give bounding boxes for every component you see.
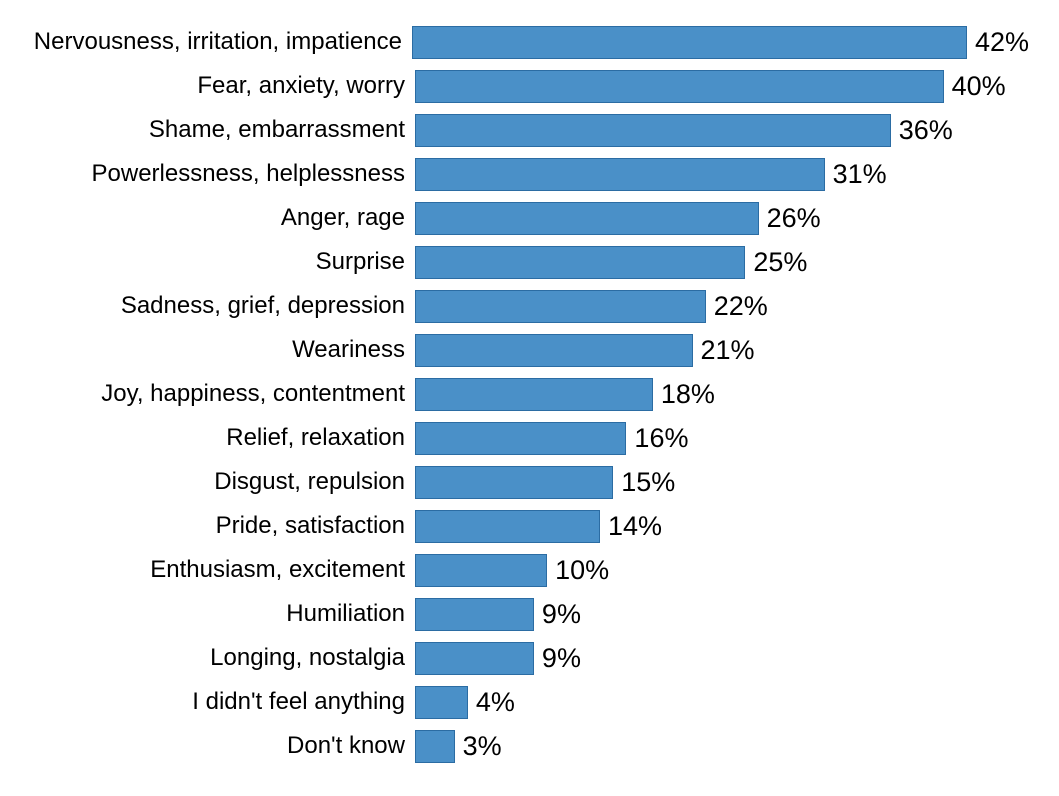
category-label: I didn't feel anything <box>20 688 415 716</box>
bar <box>415 114 891 147</box>
bar-area: 9% <box>415 598 1029 631</box>
category-label: Anger, rage <box>20 204 415 232</box>
value-label: 40% <box>952 71 1006 102</box>
chart-row: Weariness 21% <box>20 328 1029 372</box>
emotions-bar-chart: Nervousness, irritation, impatience 42% Fe… <box>20 20 1029 768</box>
category-label: Longing, nostalgia <box>20 644 415 672</box>
value-label: 3% <box>463 731 502 762</box>
category-label: Joy, happiness, contentment <box>20 380 415 408</box>
bar <box>415 642 534 675</box>
bar-area: 31% <box>415 158 1029 191</box>
category-label: Fear, anxiety, worry <box>20 72 415 100</box>
chart-row: Disgust, repulsion 15% <box>20 460 1029 504</box>
bar-area: 14% <box>415 510 1029 543</box>
category-label: Weariness <box>20 336 415 364</box>
category-label: Powerlessness, helplessness <box>20 160 415 188</box>
chart-row: Humiliation 9% <box>20 592 1029 636</box>
value-label: 9% <box>542 599 581 630</box>
bar-area: 18% <box>415 378 1029 411</box>
value-label: 14% <box>608 511 662 542</box>
bar <box>415 70 944 103</box>
category-label: Nervousness, irritation, impatience <box>20 28 412 56</box>
bar <box>415 598 534 631</box>
bar-area: 10% <box>415 554 1029 587</box>
chart-row: Anger, rage 26% <box>20 196 1029 240</box>
bar-area: 40% <box>415 70 1029 103</box>
value-label: 10% <box>555 555 609 586</box>
chart-row: Nervousness, irritation, impatience 42% <box>20 20 1029 64</box>
bar <box>415 158 825 191</box>
chart-row: Shame, embarrassment 36% <box>20 108 1029 152</box>
bar <box>415 378 653 411</box>
bar <box>415 554 547 587</box>
bar <box>415 730 455 763</box>
chart-row: Powerlessness, helplessness 31% <box>20 152 1029 196</box>
bar-area: 36% <box>415 114 1029 147</box>
value-label: 9% <box>542 643 581 674</box>
category-label: Surprise <box>20 248 415 276</box>
category-label: Humiliation <box>20 600 415 628</box>
value-label: 31% <box>833 159 887 190</box>
category-label: Enthusiasm, excitement <box>20 556 415 584</box>
chart-row: Surprise 25% <box>20 240 1029 284</box>
category-label: Relief, relaxation <box>20 424 415 452</box>
value-label: 16% <box>634 423 688 454</box>
bar-area: 21% <box>415 334 1029 367</box>
bar <box>415 246 745 279</box>
bar <box>415 466 613 499</box>
bar <box>415 422 626 455</box>
bar <box>415 686 468 719</box>
chart-row: I didn't feel anything 4% <box>20 680 1029 724</box>
bar-area: 26% <box>415 202 1029 235</box>
value-label: 15% <box>621 467 675 498</box>
bar-area: 4% <box>415 686 1029 719</box>
chart-row: Enthusiasm, excitement 10% <box>20 548 1029 592</box>
chart-row: Longing, nostalgia 9% <box>20 636 1029 680</box>
bar <box>415 290 706 323</box>
value-label: 21% <box>701 335 755 366</box>
chart-row: Fear, anxiety, worry 40% <box>20 64 1029 108</box>
bar <box>415 334 693 367</box>
bar-area: 42% <box>412 26 1029 59</box>
category-label: Disgust, repulsion <box>20 468 415 496</box>
bar-area: 22% <box>415 290 1029 323</box>
category-label: Don't know <box>20 732 415 760</box>
bar-area: 3% <box>415 730 1029 763</box>
chart-row: Pride, satisfaction 14% <box>20 504 1029 548</box>
value-label: 42% <box>975 27 1029 58</box>
value-label: 25% <box>753 247 807 278</box>
bar-area: 16% <box>415 422 1029 455</box>
chart-row: Don't know 3% <box>20 724 1029 768</box>
category-label: Shame, embarrassment <box>20 116 415 144</box>
bar <box>415 510 600 543</box>
chart-row: Relief, relaxation 16% <box>20 416 1029 460</box>
value-label: 4% <box>476 687 515 718</box>
category-label: Pride, satisfaction <box>20 512 415 540</box>
bar-area: 9% <box>415 642 1029 675</box>
value-label: 22% <box>714 291 768 322</box>
value-label: 26% <box>767 203 821 234</box>
bar-area: 25% <box>415 246 1029 279</box>
bar <box>415 202 759 235</box>
chart-row: Sadness, grief, depression 22% <box>20 284 1029 328</box>
bar-area: 15% <box>415 466 1029 499</box>
value-label: 36% <box>899 115 953 146</box>
category-label: Sadness, grief, depression <box>20 292 415 320</box>
bar <box>412 26 967 59</box>
chart-row: Joy, happiness, contentment 18% <box>20 372 1029 416</box>
value-label: 18% <box>661 379 715 410</box>
